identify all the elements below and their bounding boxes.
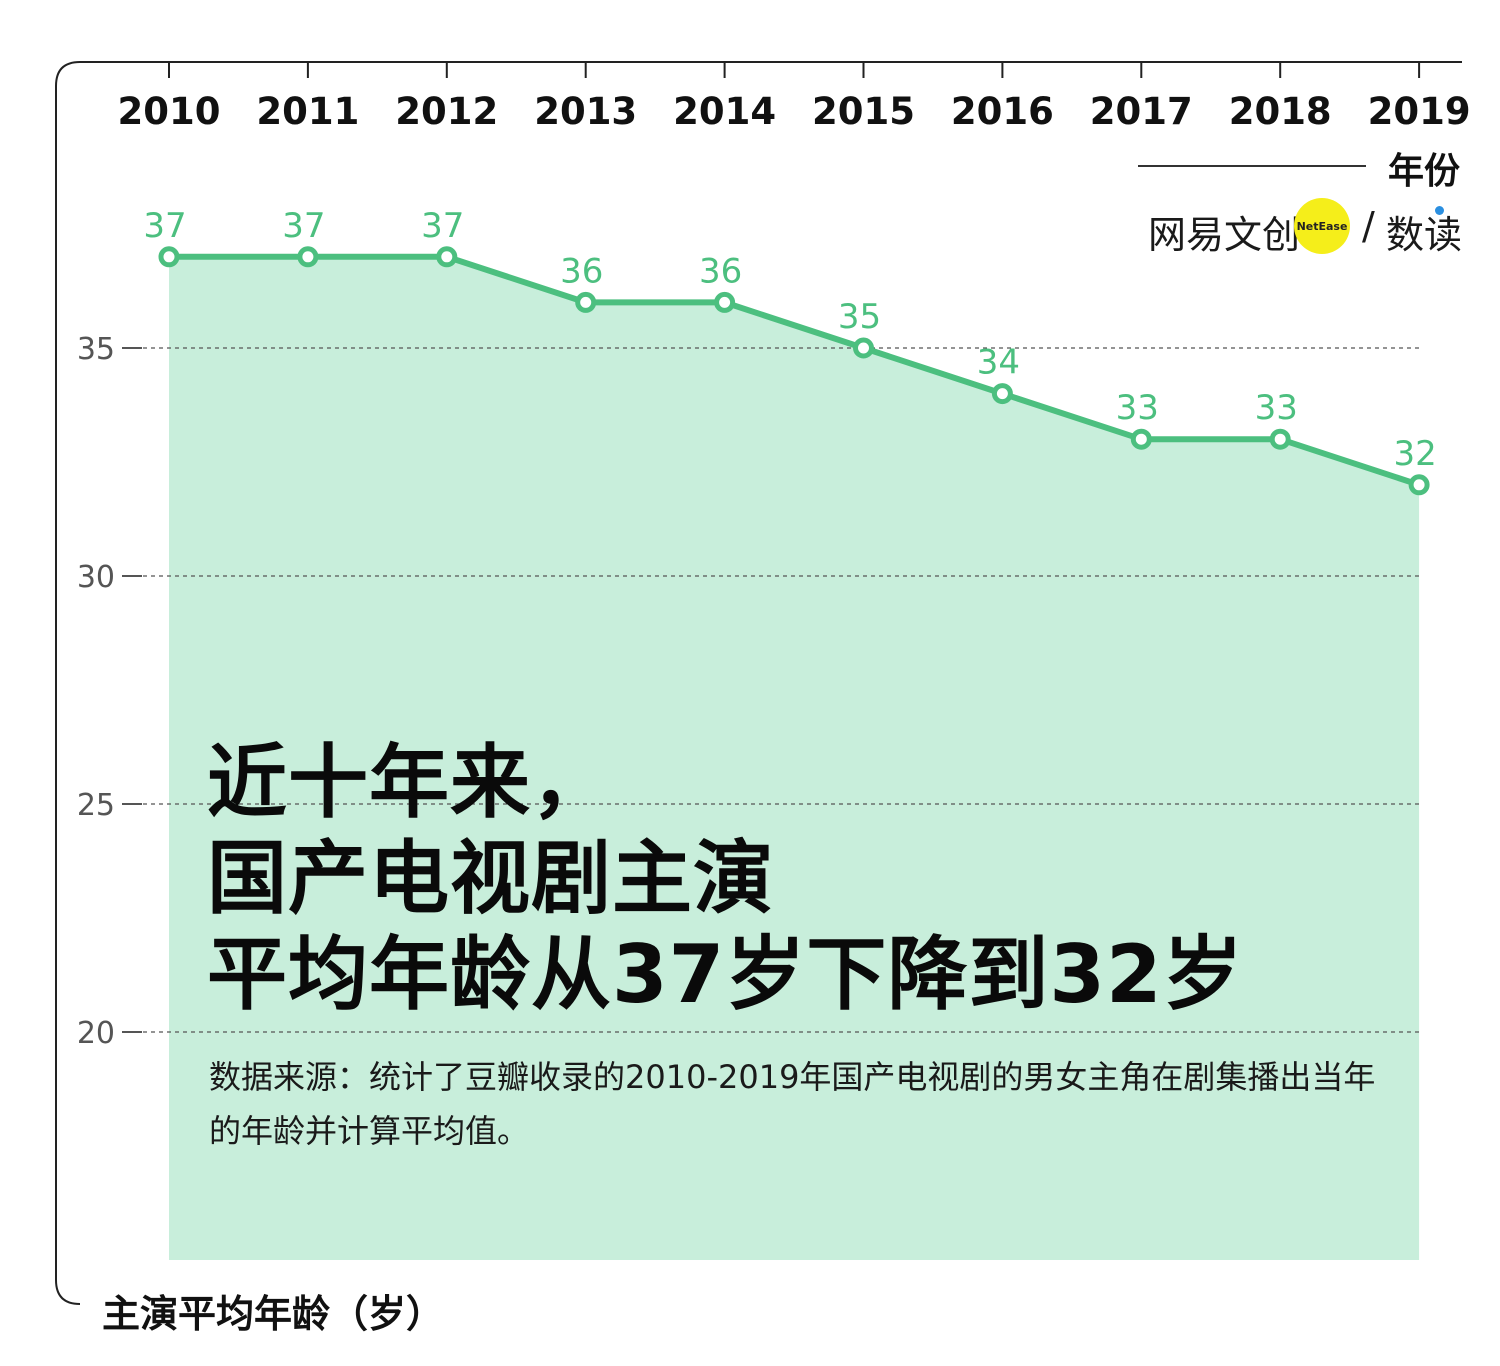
headline: 近十年来， 国产电视剧主演 平均年龄从37岁下降到32岁 [207, 735, 1307, 1023]
y-tick-label-20: 20 [77, 1016, 115, 1051]
point-2019 [1408, 474, 1430, 496]
chart-frame [55, 61, 1462, 1305]
x-axis-title: 年份 [1387, 151, 1460, 192]
value-label-2014: 36 [699, 251, 742, 291]
value-label-2013: 36 [560, 251, 603, 291]
point-2013 [575, 291, 597, 313]
brand-dot-icon [1435, 206, 1444, 215]
point-2015 [853, 337, 874, 359]
value-label-2017: 33 [1116, 388, 1159, 428]
y-tick-label-25: 25 [77, 788, 115, 823]
value-label-2011: 37 [282, 206, 325, 246]
headline-line-3: 平均年龄从37岁下降到32岁 [207, 928, 1244, 1021]
point-2012 [436, 246, 458, 268]
x-tick-label-2014: 2014 [673, 90, 776, 133]
x-tick-label-2015: 2015 [812, 90, 915, 133]
x-tick-label-2012: 2012 [395, 90, 498, 133]
x-tick-label-2018: 2018 [1229, 90, 1332, 133]
headline-line-1: 近十年来， [207, 736, 612, 829]
point-2016 [991, 383, 1013, 405]
point-2018 [1269, 428, 1291, 450]
point-2011 [297, 246, 319, 268]
brand-separator: / [1362, 204, 1375, 248]
value-label-2012: 37 [421, 206, 464, 246]
value-label-2015: 35 [838, 297, 881, 337]
value-label-2019: 32 [1393, 434, 1436, 474]
brand-name: 网易文创 [1148, 213, 1301, 257]
brand-logo: 网易文创 NetEase / 数读 [1148, 198, 1468, 258]
x-tick-label-2011: 2011 [256, 90, 359, 133]
value-label-2016: 34 [977, 343, 1020, 383]
x-tick-label-2013: 2013 [534, 90, 637, 133]
point-2010 [158, 246, 180, 268]
value-label-2018: 33 [1255, 388, 1298, 428]
y-tick-label-35: 35 [77, 332, 115, 367]
y-axis-title: 主演平均年龄（岁） [102, 1292, 445, 1336]
x-tick-label-2019: 2019 [1368, 90, 1471, 133]
value-label-2010: 37 [143, 206, 186, 246]
x-axis-title-rule [1138, 165, 1366, 167]
netease-badge: NetEase [1294, 198, 1350, 254]
point-2014 [714, 291, 736, 313]
brand-sub: 数读 [1386, 213, 1463, 257]
x-tick-label-2010: 2010 [118, 90, 221, 133]
area-fill [169, 256, 1420, 1260]
source-note: 数据来源：统计了豆瓣收录的2010-2019年国产电视剧的男女主角在剧集播出当年… [209, 1058, 1376, 1150]
x-tick-label-2017: 2017 [1090, 90, 1193, 133]
x-tick-label-2016: 2016 [951, 90, 1054, 133]
series-line [169, 253, 1421, 488]
point-2017 [1130, 428, 1152, 450]
netease-badge-text: NetEase [1296, 219, 1348, 233]
y-tick-label-30: 30 [77, 560, 115, 595]
headline-line-2: 国产电视剧主演 [207, 832, 774, 925]
